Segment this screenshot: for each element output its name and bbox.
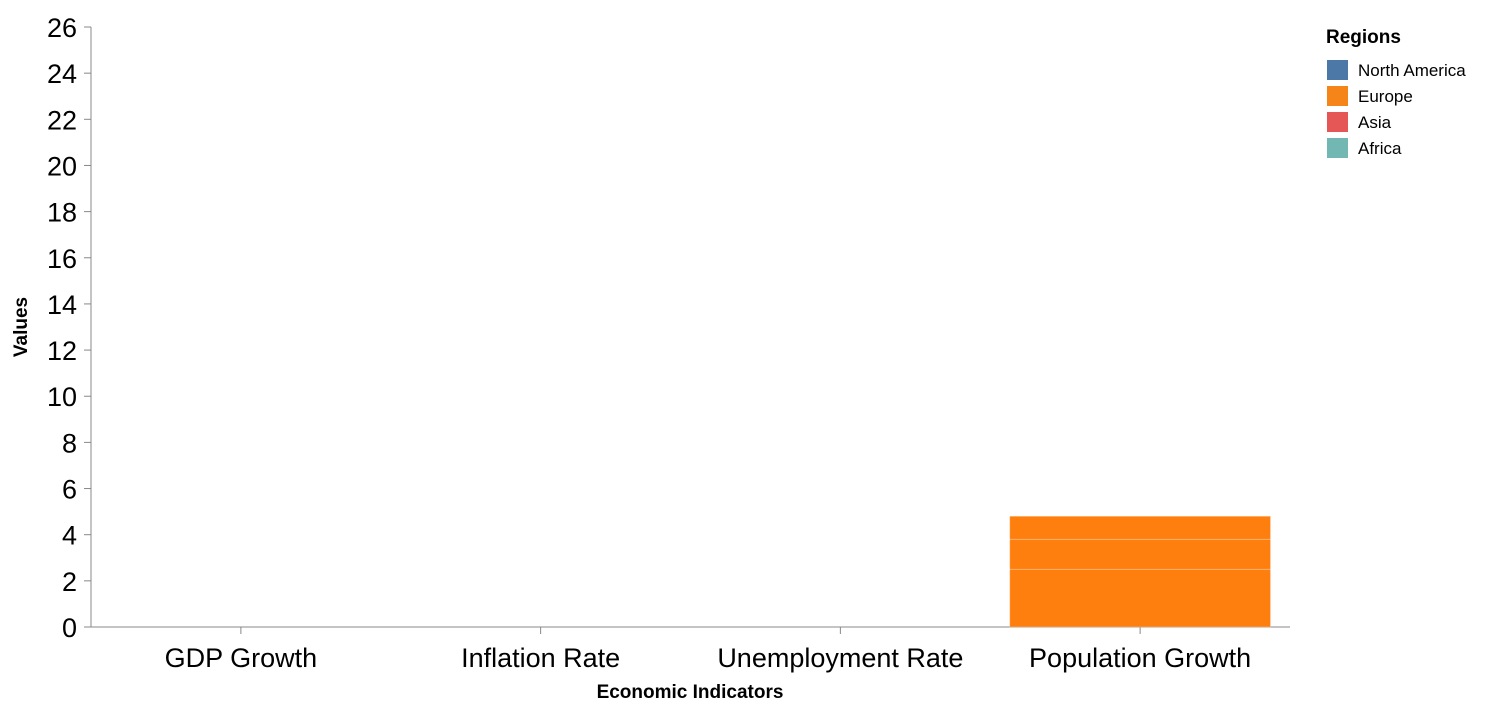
legend-swatch [1327,112,1348,132]
y-tick-label: 6 [62,475,77,505]
y-tick-label: 16 [47,244,77,274]
y-tick-label: 2 [62,567,77,597]
legend-swatch [1327,60,1348,80]
x-tick-label: Inflation Rate [461,643,620,673]
y-tick-label: 8 [62,428,77,458]
y-tick-label: 18 [47,198,77,228]
x-axis-title: Economic Indicators [597,682,784,703]
y-tick-label: 10 [47,382,77,412]
bars [1009,515,1272,628]
bar-segment [1009,568,1272,628]
y-tick-label: 0 [62,613,77,643]
x-tick-label: GDP Growth [165,643,318,673]
x-tick-label: Unemployment Rate [717,643,963,673]
legend-label: North America [1358,61,1466,80]
legend-swatch [1327,138,1348,158]
x-tick-label: Population Growth [1029,643,1251,673]
legend-label: Europe [1358,87,1413,106]
y-tick-label: 20 [47,151,77,181]
y-tick-label: 14 [47,290,77,320]
bar-segment [1009,538,1272,570]
legend-label: Africa [1358,139,1402,158]
legend: Regions North America Europe Asia Africa [1326,27,1466,158]
bar-segment [1009,515,1272,540]
y-tick-label: 22 [47,105,77,135]
legend-swatch [1327,86,1348,106]
y-tick-label: 4 [62,521,77,551]
legend-label: Asia [1358,113,1392,132]
y-tick-label: 24 [47,59,77,89]
legend-title: Regions [1326,27,1401,48]
x-axis: GDP Growth Inflation Rate Unemployment Rat… [91,626,1290,673]
y-axis-title: Values [11,297,32,357]
y-tick-label: 26 [47,13,77,43]
y-tick-label: 12 [47,336,77,366]
